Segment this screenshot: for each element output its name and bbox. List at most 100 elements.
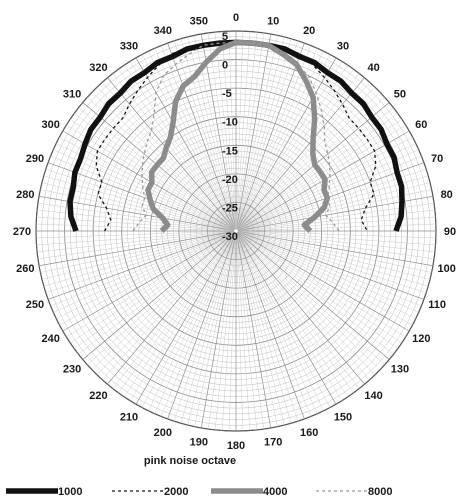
angle-tick-label: 120 — [412, 333, 430, 345]
grid-spoke — [135, 232, 236, 405]
grid-spoke — [237, 232, 381, 371]
grid-spoke — [107, 232, 235, 385]
angle-tick-label: 10 — [267, 15, 279, 27]
legend-label-1000: 1000 — [58, 486, 82, 498]
angle-tick-label: 80 — [441, 189, 453, 201]
grid-spoke — [56, 143, 235, 231]
grid-spoke — [36, 230, 235, 246]
grid-spoke — [237, 231, 410, 332]
grid-spoke — [236, 51, 324, 230]
grid-spoke — [237, 230, 436, 246]
grid-spoke — [228, 31, 237, 230]
grid-spoke — [237, 77, 365, 230]
angle-tick-label: 110 — [428, 299, 446, 311]
grid-spoke — [59, 136, 235, 231]
grid-spoke — [112, 73, 235, 230]
grid-spoke — [236, 232, 292, 424]
grid-spoke — [123, 65, 236, 230]
grid-spoke — [237, 232, 390, 360]
grid-spoke — [237, 231, 434, 267]
grid-spoke — [236, 61, 343, 230]
legend: 1000 2000 4000 8000 — [6, 486, 392, 498]
grid-spoke — [123, 232, 236, 397]
grid-spoke — [236, 42, 305, 230]
radial-tick-label: -5 — [222, 88, 232, 100]
angle-tick-label: 270 — [13, 226, 31, 238]
grid-spoke — [221, 31, 237, 230]
grid-spoke — [102, 232, 235, 380]
grid-spoke — [207, 232, 236, 430]
radial-tick-label: -15 — [222, 145, 238, 157]
grid-spoke — [45, 168, 235, 231]
grid-spoke — [41, 231, 235, 280]
grid-spoke — [200, 232, 236, 429]
grid-spoke — [236, 33, 272, 230]
grid-spoke — [237, 230, 436, 239]
legend-label-8000: 8000 — [368, 486, 392, 498]
grid-spoke — [45, 231, 235, 294]
grid-spoke — [236, 232, 343, 401]
grid-spoke — [37, 230, 235, 253]
grid-spoke — [237, 231, 402, 344]
angle-tick-label: 280 — [16, 189, 34, 201]
grid-spoke — [53, 231, 235, 313]
grid-spoke — [107, 77, 235, 230]
grid-spoke — [237, 162, 425, 231]
grid-spoke — [167, 42, 236, 230]
grid-spoke — [236, 232, 305, 420]
grid-spoke — [36, 230, 235, 239]
angle-tick-label: 300 — [42, 119, 60, 131]
series-line-2000 — [95, 41, 377, 232]
grid-spoke — [50, 231, 235, 307]
grid-spoke — [237, 97, 385, 230]
angle-tick-label: 20 — [303, 25, 315, 37]
grid-spoke — [237, 168, 427, 231]
grid-spoke — [36, 223, 235, 232]
angle-tick-label: 340 — [154, 25, 172, 37]
grid-spoke — [236, 36, 285, 230]
grid-spoke — [236, 232, 354, 393]
angle-tick-label: 150 — [334, 411, 352, 423]
grid-spoke — [62, 231, 235, 332]
grid-spoke — [237, 232, 370, 380]
radial-tick-label: -10 — [222, 117, 238, 129]
grid-spoke — [237, 231, 427, 294]
radial-tick-label: -20 — [222, 174, 238, 186]
angle-tick-label: 210 — [120, 411, 138, 423]
grid-spoke — [237, 232, 394, 355]
angle-tick-label: 180 — [227, 440, 245, 452]
grid-spoke — [236, 232, 318, 414]
grid-spoke — [235, 232, 251, 431]
grid-spoke — [236, 54, 331, 230]
grid-spoke — [237, 231, 416, 319]
legend-label-4000: 4000 — [263, 486, 287, 498]
grid-spoke — [236, 232, 312, 417]
grid-spoke — [236, 35, 278, 230]
angle-tick-label: 330 — [120, 41, 138, 53]
grid-spoke — [237, 91, 381, 230]
angle-tick-label: 170 — [264, 437, 282, 449]
grid-spoke — [214, 232, 237, 430]
chart-caption: pink noise octave — [144, 455, 236, 467]
grid-spoke — [237, 175, 429, 231]
angle-tick-label: 290 — [26, 153, 44, 165]
grid-spoke — [237, 231, 429, 287]
radial-tick-label: 5 — [222, 31, 228, 43]
grid-spoke — [59, 231, 235, 326]
grid-spoke — [102, 82, 235, 230]
grid-spoke — [237, 231, 406, 338]
grid-spoke — [180, 232, 236, 424]
grid-spoke — [74, 231, 235, 349]
series-curves — [67, 39, 405, 233]
grid-spoke — [236, 69, 354, 230]
angle-tick-label: 260 — [16, 263, 34, 275]
angle-labels: 0 102030405060708090100110120130140150160… — [13, 12, 456, 452]
grid-spoke — [154, 232, 236, 414]
angle-tick-label: 30 — [337, 41, 349, 53]
grid-spoke — [66, 231, 235, 338]
grid-spoke — [47, 162, 235, 231]
grid-spoke — [96, 232, 235, 376]
grid-spoke — [50, 155, 235, 231]
grid-spoke — [214, 32, 237, 230]
